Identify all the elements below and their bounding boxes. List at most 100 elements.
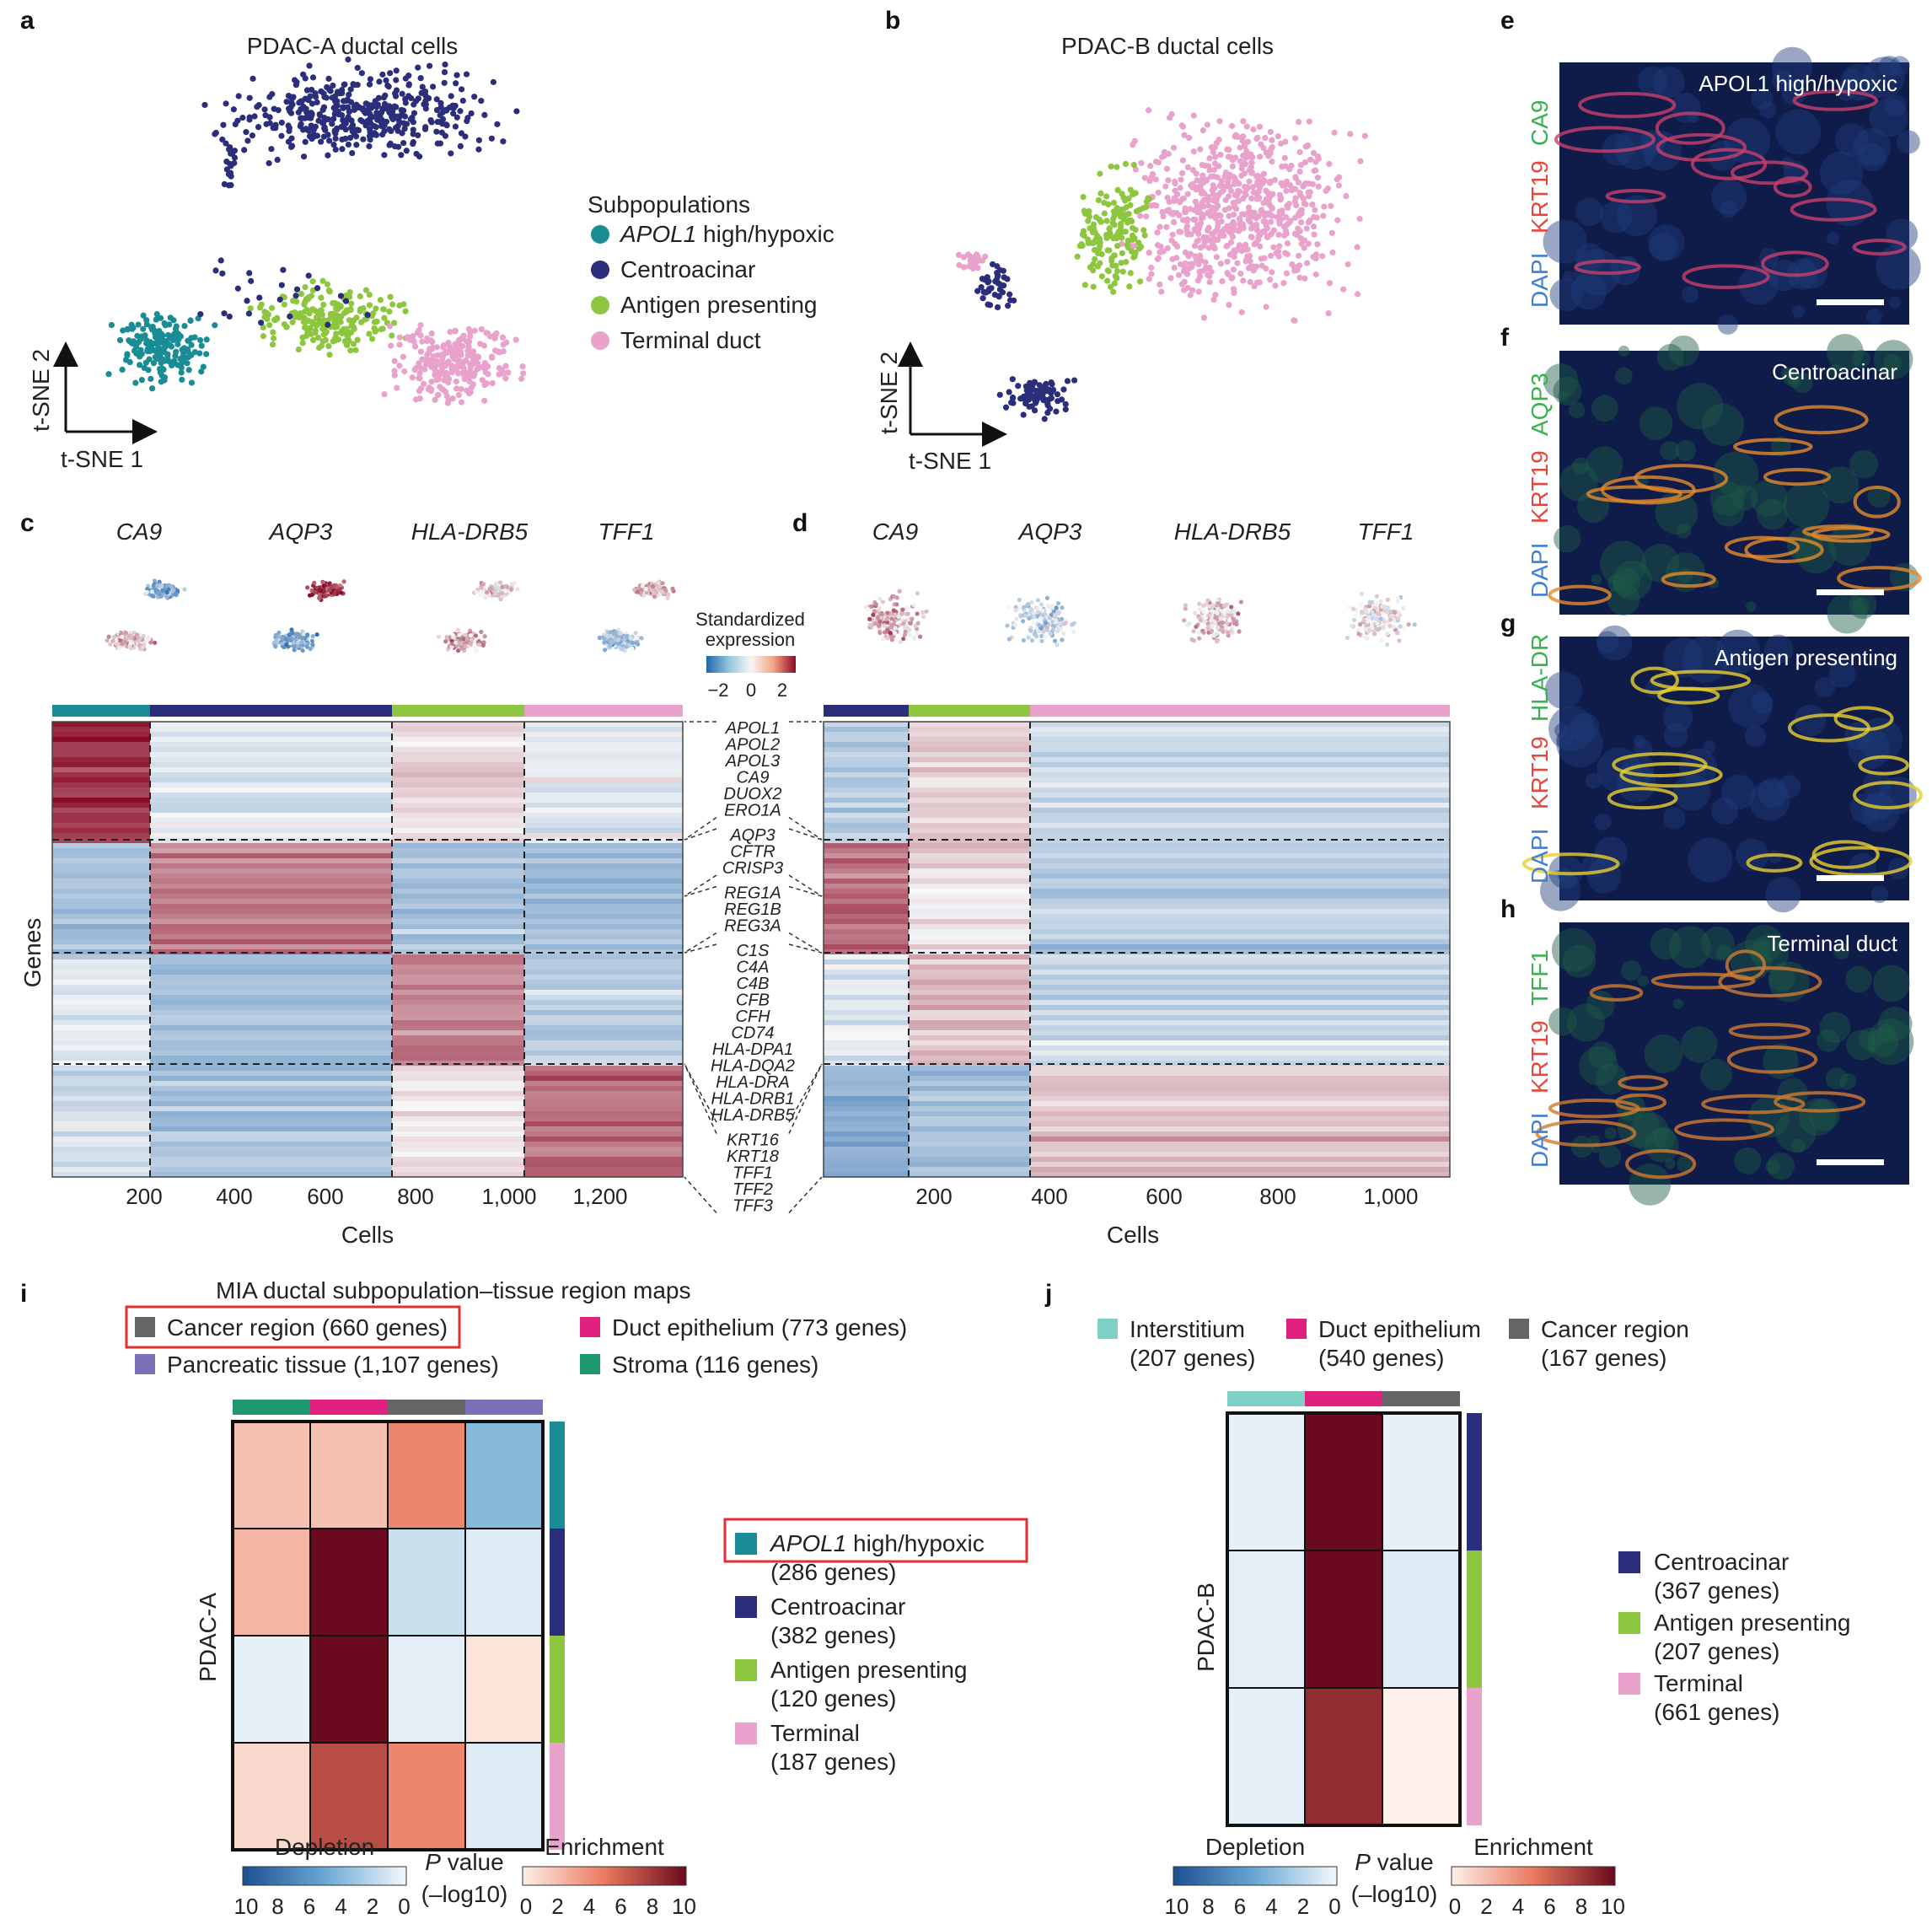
heatmap-band [909,722,1030,728]
heatmap-band [1030,1005,1450,1011]
expression-point [509,582,514,587]
cell-point [1217,189,1224,196]
cell-point [443,374,449,380]
expression-point [310,634,315,639]
heatmap-band [909,1106,1030,1112]
expression-point [1237,629,1242,634]
cell-point [105,371,112,378]
cell-point [343,309,350,315]
expression-point [1225,609,1230,614]
heatmap-band [824,737,909,743]
cluster-bar [824,705,909,717]
cell-point [156,354,164,361]
cell-point [299,334,306,341]
expression-point [330,584,335,589]
cell-point [1165,150,1172,158]
expression-point [1236,611,1241,616]
cell-point [1060,386,1067,393]
heatmap-cell [1226,1687,1306,1826]
cell-point [1269,137,1275,143]
heatmap-band [1030,1066,1450,1072]
cell-point [1233,192,1240,199]
heatmap-band [150,1020,392,1026]
cell-point [960,264,968,271]
cell-point [388,127,394,135]
colorbar-title: expression [706,629,795,650]
heatmap-band [524,1157,683,1163]
heatmap-cell [387,1742,466,1851]
expression-point [1049,603,1055,608]
expression-point [1366,615,1371,620]
heatmap-band [392,732,524,738]
expression-point [1013,607,1018,613]
heatmap-band [1030,929,1450,935]
heatmap-band [1030,808,1450,814]
cell-point [1143,198,1150,205]
cell-point [1291,317,1298,324]
heatmap-band [524,1056,683,1061]
legend-swatch [1618,1551,1640,1573]
column-bar [1305,1391,1382,1406]
expression-point [1012,622,1017,627]
tissue-texture [1557,390,1569,402]
heatmap-band [392,873,524,879]
legend-swatch [1286,1319,1307,1339]
cell-point [1045,387,1052,394]
heatmap-band [52,757,150,763]
cell-point [1312,271,1319,278]
heatmap-band [909,762,1030,768]
expression-point [289,627,294,632]
cell-point [166,358,173,365]
cell-point [960,254,967,261]
expression-point [871,612,876,617]
heatmap-band [52,742,150,748]
cell-point [518,375,525,382]
heatmap-band [150,975,392,981]
cell-point [391,320,398,326]
cell-point [1190,112,1197,119]
cell-point [1229,221,1236,228]
expression-point [106,634,111,639]
cell-point [129,325,136,332]
cell-point [1159,208,1166,216]
cell-point [1204,176,1210,183]
cell-point [330,142,337,148]
heatmap-band [150,863,392,869]
cell-point [357,293,363,300]
tissue-texture [1865,309,1883,325]
expression-point [1052,638,1058,643]
cell-point [325,321,331,328]
cell-point [1286,181,1294,189]
heatmap-band [824,1066,909,1072]
cell-point [383,77,389,83]
expression-point [1387,623,1393,628]
cell-point [1219,278,1226,285]
expression-point [480,642,486,648]
heatmap-cell [1226,1412,1306,1551]
cell-point [1313,214,1320,221]
cell-point [411,101,417,108]
cell-point [1227,239,1235,246]
heatmap-band [52,782,150,788]
cell-point [481,397,488,404]
expression-point [1063,621,1068,626]
legend-swatch [1618,1673,1640,1695]
cell-point [158,331,164,337]
legend-label: Cancer region [1541,1316,1689,1342]
cell-point [1113,262,1119,269]
cell-point [1114,243,1121,250]
cell-point [1331,129,1338,136]
legend-swatch [591,296,609,314]
cell-point [338,111,346,119]
cell-point [331,299,339,307]
heatmap-band [52,843,150,849]
expression-point [1229,609,1234,614]
cell-point [1267,180,1274,186]
expression-point [1029,599,1034,605]
xtick: 600 [307,1184,343,1209]
heatmap-band [52,1025,150,1031]
heatmap-band [524,904,683,910]
legend-swatch [591,261,609,279]
cell-point [1017,395,1024,402]
cell-point [172,325,180,332]
